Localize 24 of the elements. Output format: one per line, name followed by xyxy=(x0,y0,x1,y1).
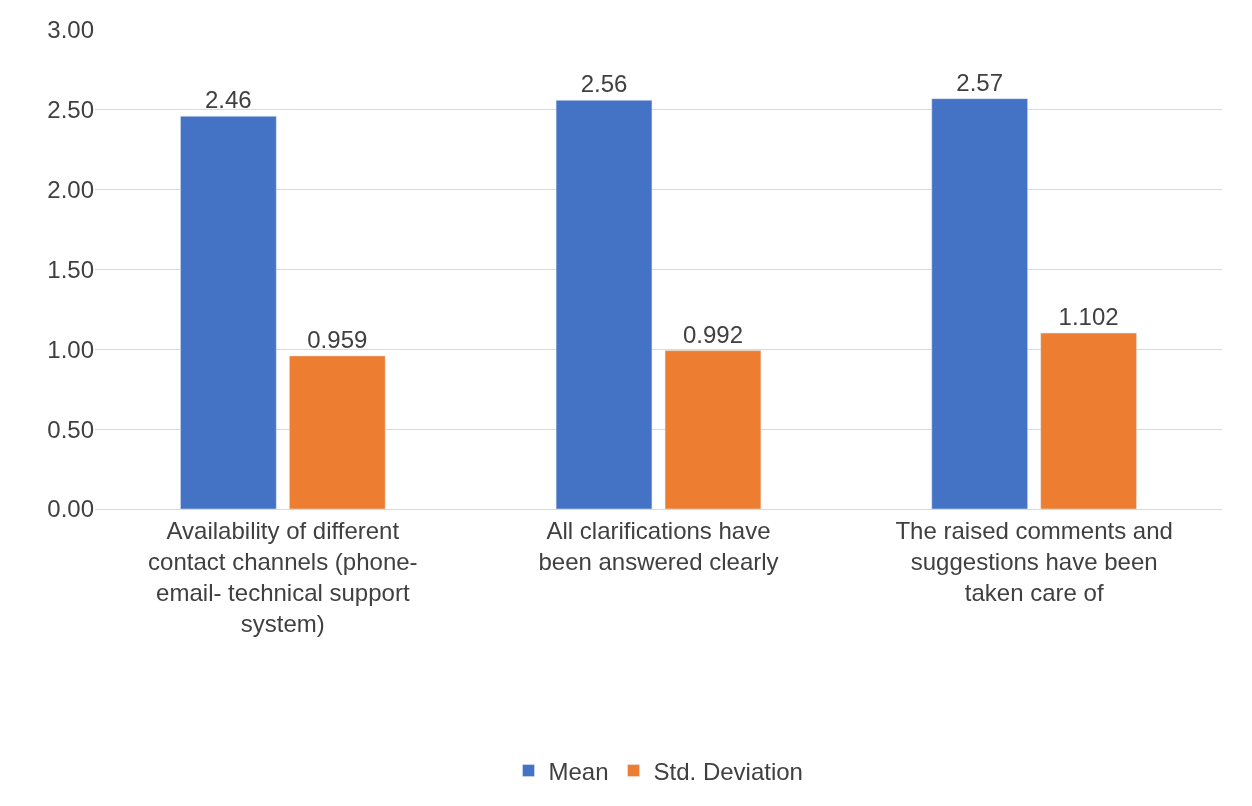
y-tick-label: 0.00 xyxy=(47,495,94,523)
legend-label: Mean xyxy=(548,757,609,785)
data-label: 2.46 xyxy=(205,86,252,114)
data-label: 0.959 xyxy=(307,325,368,353)
data-label: 0.992 xyxy=(682,320,744,348)
legend-label: Std. Deviation xyxy=(653,757,803,785)
y-tick-label: 1.50 xyxy=(47,255,94,283)
bar xyxy=(180,115,277,509)
y-tick-label: 0.50 xyxy=(47,415,94,443)
bar xyxy=(289,355,386,509)
bar xyxy=(931,98,1028,509)
y-tick-label: 2.00 xyxy=(47,176,94,204)
data-label: 1.102 xyxy=(1058,303,1119,331)
y-tick-label: 2.50 xyxy=(47,96,94,124)
bar xyxy=(1040,332,1137,509)
data-label: 2.56 xyxy=(580,70,628,98)
data-label: 2.57 xyxy=(956,68,1004,96)
y-tick-label: 1.00 xyxy=(47,335,94,363)
y-tick-label: 3.00 xyxy=(47,16,94,44)
x-tick-label: Availability of different contact channels (phone- email- technical support system) xyxy=(148,516,418,638)
x-tick-label: All clarifications have been answered clearly xyxy=(538,516,779,575)
bar xyxy=(664,350,762,509)
bar xyxy=(555,100,653,509)
x-tick-label: The raised comments and suggestions have been taken care of xyxy=(895,516,1173,607)
